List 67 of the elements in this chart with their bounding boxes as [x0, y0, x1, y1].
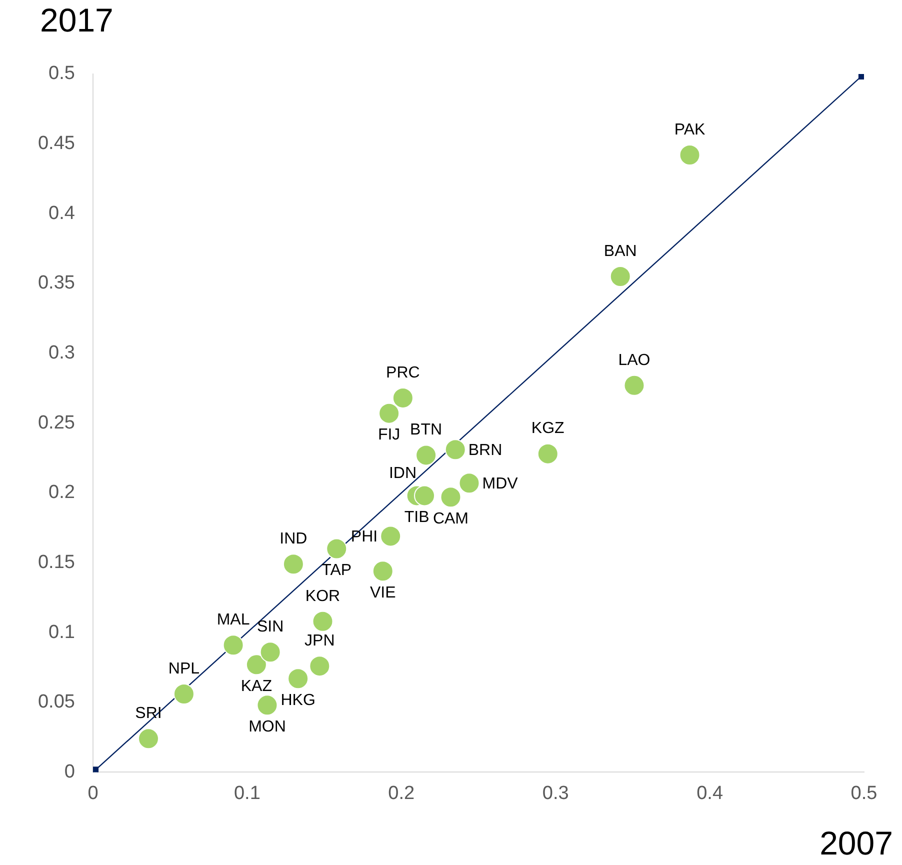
point	[380, 526, 402, 547]
point	[444, 439, 466, 460]
point	[138, 728, 159, 750]
point	[309, 656, 330, 677]
point	[458, 472, 480, 494]
point	[392, 387, 414, 408]
annotation: MON	[248, 718, 286, 736]
point	[416, 444, 437, 466]
annotation: TAP	[322, 562, 352, 580]
x-tick-label: 0.3	[542, 782, 569, 804]
y-tick-label: 0.15	[38, 552, 75, 573]
annotation: VIE	[370, 584, 396, 602]
annotation: IDN	[388, 465, 417, 482]
annotation: BRN	[468, 442, 502, 460]
annotation: KGZ	[531, 420, 565, 438]
y-tick-label: 0.3	[48, 342, 75, 364]
annotation: BTN	[410, 422, 442, 439]
annotation: IND	[280, 530, 308, 548]
x-axis-title: 2007	[820, 824, 893, 862]
annotation: MDV	[482, 476, 518, 493]
point	[414, 485, 436, 506]
point	[256, 694, 278, 716]
point	[222, 634, 244, 656]
y-tick-label: 0.35	[38, 272, 75, 294]
annotation: FIJ	[378, 426, 400, 444]
point	[440, 486, 462, 508]
annotation: PHI	[350, 528, 378, 546]
annotation: MAL	[216, 612, 250, 629]
annotation: CAM	[432, 510, 469, 528]
point	[260, 642, 281, 663]
y-tick-label: 0.2	[48, 482, 75, 504]
point	[288, 668, 309, 690]
annotation: TIB	[404, 509, 430, 526]
point	[326, 538, 348, 560]
point	[372, 560, 394, 582]
point	[282, 554, 304, 575]
x-tick-label: 0	[88, 782, 98, 804]
x-tick-label: 0.4	[696, 782, 724, 804]
y-axis-title: 2017	[40, 2, 114, 39]
y-tick-label: 0.4	[48, 202, 76, 224]
annotation: HKG	[280, 692, 316, 710]
x-tick-label: 0.5	[850, 782, 878, 804]
y-tick-label: 0.45	[38, 133, 75, 154]
y-tick-label: 0	[64, 761, 75, 782]
y-tick-label: 0.25	[38, 412, 75, 434]
point	[610, 266, 631, 287]
annotation: BAN	[604, 242, 637, 260]
point	[173, 684, 194, 704]
y-tick-label: 0.05	[38, 692, 75, 713]
annotation: KAZ	[240, 678, 272, 696]
annotation: LAO	[618, 352, 650, 369]
x-tick-label: 0.2	[388, 782, 415, 804]
annotation: SIN	[256, 618, 284, 636]
annotation: PRC	[386, 364, 420, 382]
y-tick-label: 0.1	[48, 622, 75, 643]
annotation: KOR	[305, 588, 340, 605]
annotation: JPN	[304, 632, 335, 650]
point	[246, 654, 267, 676]
annotation: PAK	[674, 121, 706, 138]
point	[624, 374, 645, 396]
point	[679, 144, 700, 166]
point	[378, 402, 400, 424]
y-tick-label: 0.5	[48, 63, 75, 84]
point	[537, 443, 558, 464]
x-tick-label: 0.1	[234, 782, 260, 804]
annotation: NPL	[168, 660, 200, 678]
point	[312, 610, 334, 632]
